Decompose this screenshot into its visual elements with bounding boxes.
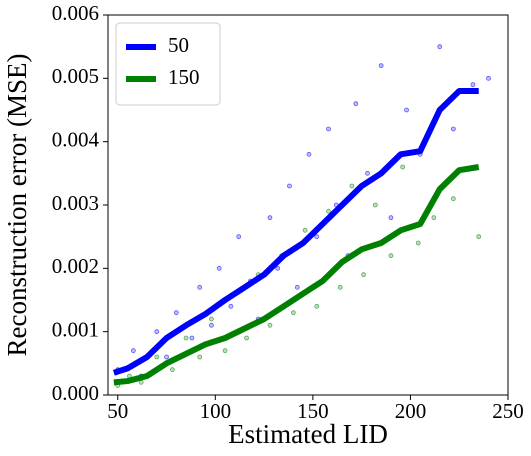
line	[112, 88, 479, 376]
scatter-point	[365, 170, 370, 176]
scatter-point	[267, 215, 273, 221]
plot	[112, 44, 491, 388]
scatter-point	[197, 354, 203, 360]
scatter-point	[173, 310, 179, 316]
scatter-point	[378, 63, 384, 69]
x-axis-label: Estimated LID	[228, 419, 388, 449]
legend-label: 50	[168, 33, 189, 57]
scatter-point	[326, 126, 331, 132]
y-tick-label: 0.004	[52, 127, 100, 151]
scatter-point	[222, 348, 228, 354]
scatter-point	[275, 265, 281, 271]
scatter-point	[437, 44, 443, 50]
scatter-point	[267, 322, 273, 328]
scatter-point	[189, 335, 195, 341]
scatter-point	[450, 126, 456, 132]
x-tick-label: 150	[297, 399, 329, 423]
scatter-point	[216, 265, 222, 271]
scatter-point	[244, 335, 249, 341]
scatter-point	[164, 354, 169, 360]
scatter-point	[209, 316, 214, 322]
scatter-point	[337, 284, 343, 290]
scatter-point	[388, 253, 394, 259]
scatter-point	[290, 310, 296, 316]
scatter-point	[183, 335, 189, 341]
scatter-point	[353, 101, 359, 107]
scatter-point	[197, 284, 203, 290]
legend-label: 150	[168, 65, 200, 89]
scatter-point	[154, 354, 160, 360]
y-axis-label: Reconstruction error (MSE)	[2, 54, 32, 357]
scatter-point	[228, 303, 234, 309]
scatter-point	[287, 183, 292, 189]
scatter-point	[326, 208, 331, 214]
y-tick-label: 0.001	[52, 317, 99, 341]
scatter-point	[476, 234, 482, 240]
y-tick-label: 0.002	[52, 254, 99, 278]
scatter-point	[450, 196, 456, 202]
y-tick-label: 0.005	[52, 64, 99, 88]
x-tick-label: 50	[107, 399, 128, 423]
legend-box	[115, 22, 221, 106]
scatter-point	[209, 322, 214, 328]
scatter-point	[431, 215, 437, 221]
line	[113, 164, 480, 386]
scatter-point	[400, 164, 406, 170]
x-tick-label: 100	[200, 399, 232, 423]
y-tick-label: 0.000	[52, 381, 99, 405]
scatter-point	[415, 240, 421, 246]
x-tick-label: 250	[492, 399, 524, 423]
scatter-point	[294, 284, 300, 290]
scatter-point	[470, 82, 476, 88]
scatter-point	[486, 75, 491, 81]
scatter-point	[154, 329, 160, 335]
scatter-point	[388, 215, 394, 221]
scatter-point	[130, 348, 136, 354]
x-tick-label: 200	[395, 399, 427, 423]
scatter-point	[361, 272, 367, 278]
scatter-point	[314, 303, 320, 309]
y-tick-label: 0.003	[52, 191, 99, 215]
scatter-point	[404, 107, 409, 113]
scatter-point	[314, 234, 320, 240]
scatter-point	[349, 183, 355, 189]
scatter-point	[306, 151, 312, 157]
plot-frame	[107, 14, 509, 396]
scatter-point	[169, 367, 175, 373]
scatter-point	[372, 202, 378, 208]
scatter-point	[236, 234, 242, 240]
y-tick-label: 0.006	[52, 1, 99, 25]
scatter-point	[302, 227, 308, 233]
